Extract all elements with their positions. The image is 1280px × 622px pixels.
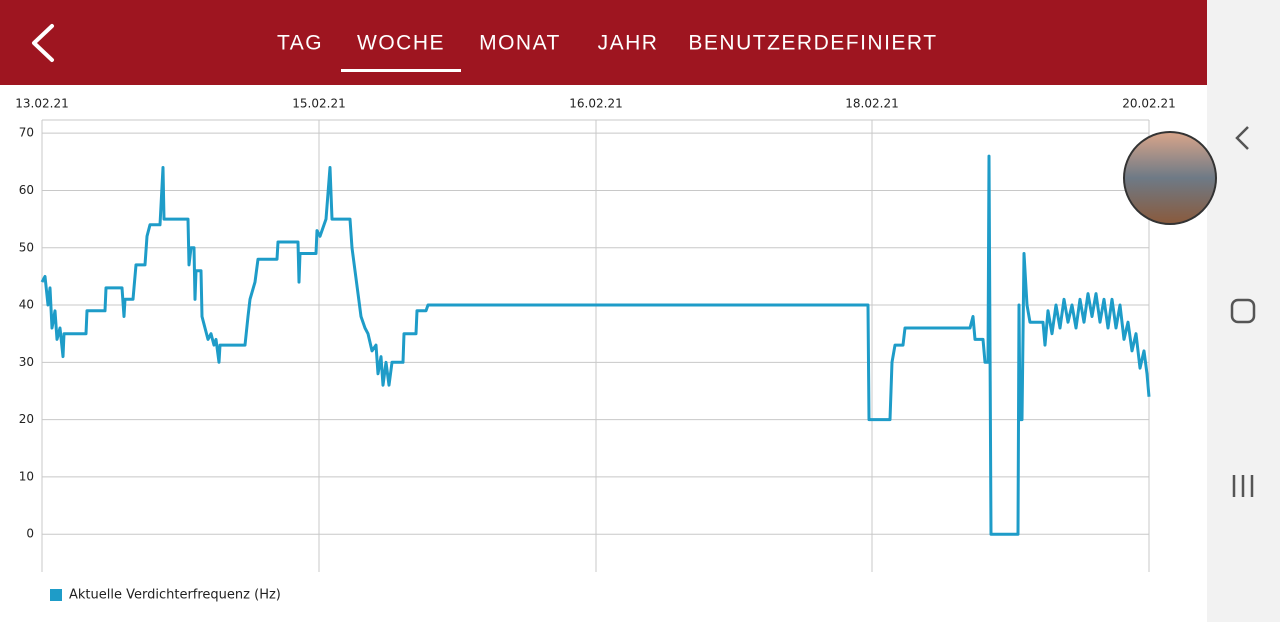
legend-label: Aktuelle Verdichterfrequenz (Hz) [69,588,281,603]
x-tick-label: 13.02.21 [15,97,68,111]
nav-home[interactable] [1230,298,1256,324]
y-tick-label: 20 [19,412,34,426]
y-tick-label: 70 [19,126,34,140]
y-tick-label: 10 [19,469,34,483]
nav-back[interactable] [1235,126,1249,150]
back-button[interactable] [32,24,54,62]
tab[interactable]: TAG [277,32,323,55]
nav-recents[interactable] [1232,475,1254,497]
y-tick-label: 60 [19,183,34,197]
y-tick-label: 0 [26,527,34,541]
app-bar [0,0,1207,85]
tab[interactable]: JAHR [598,32,659,55]
x-tick-label: 16.02.21 [569,97,622,111]
y-tick-label: 50 [19,240,34,254]
x-tick-label: 20.02.21 [1122,97,1175,111]
tab-bar: TAG WOCHE MONAT JAHR BENUTZERDEFINIERT [277,32,937,72]
data-line [40,154,1151,536]
x-tick-label: 15.02.21 [292,97,345,111]
x-tick-label: 18.02.21 [845,97,898,111]
tab-indicator [341,69,461,72]
nav-bar [1207,0,1280,622]
chart: 0 10 20 30 40 50 60 70 13.02.21 15.02.21 16.02.21 1… [15,97,1175,603]
tab[interactable]: BENUTZERDEFINIERT [688,32,937,55]
chat-head-avatar[interactable] [1123,131,1217,225]
tab[interactable]: WOCHE [357,32,445,55]
y-tick-label: 40 [19,298,34,312]
legend-swatch [50,589,62,601]
tab[interactable]: MONAT [479,32,561,55]
y-tick-label: 30 [19,355,34,369]
